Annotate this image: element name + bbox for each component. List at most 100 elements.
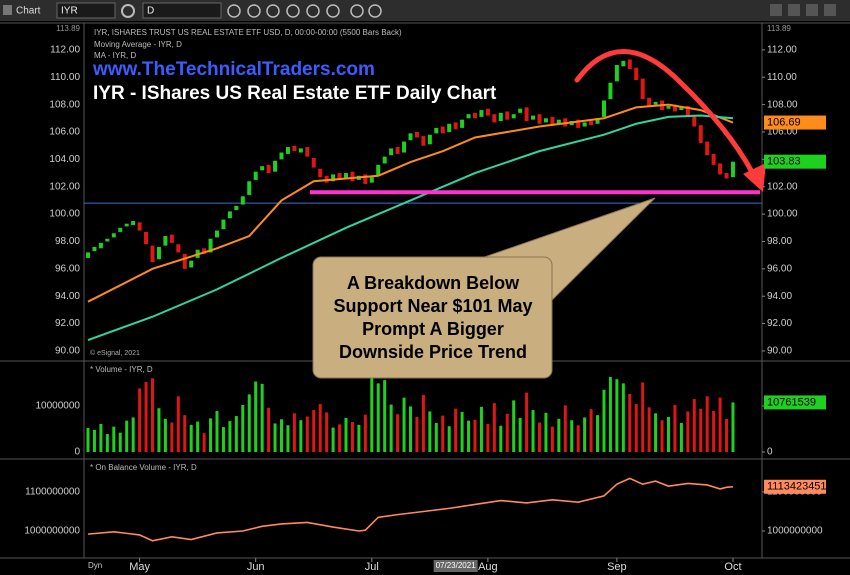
volume-bar	[357, 424, 361, 453]
candle	[718, 163, 723, 175]
tool-button[interactable]	[286, 4, 300, 18]
volume-bar	[350, 422, 354, 453]
candle	[730, 161, 735, 178]
y-tick-label-right: 0	[767, 447, 773, 458]
candle	[460, 119, 465, 128]
candle	[556, 119, 561, 124]
candle	[369, 177, 374, 183]
volume-bar	[221, 427, 225, 453]
candle	[131, 220, 136, 226]
volume-bar	[86, 428, 90, 453]
x-tick-label: Sep	[607, 561, 627, 573]
settings-button[interactable]	[121, 4, 135, 18]
volume-bar	[544, 412, 548, 453]
candle	[711, 153, 716, 165]
volume-bar	[131, 417, 135, 453]
y-tick-label-right: 102.00	[767, 181, 798, 192]
candle	[318, 168, 323, 178]
y-tick-label-left: 104.00	[49, 154, 80, 165]
volume-bar	[673, 405, 677, 453]
price-last-label-box	[764, 154, 826, 169]
candle	[672, 104, 677, 112]
volume-bar	[163, 418, 167, 453]
volume-bar	[286, 425, 290, 453]
tool-button[interactable]	[227, 4, 241, 18]
y-tick-label-right: 96.00	[767, 263, 792, 274]
y-tick-label-left: 92.00	[55, 318, 80, 329]
y-tick-label-left: 98.00	[55, 236, 80, 247]
volume-bar	[460, 411, 464, 453]
volume-bar	[686, 411, 690, 453]
callout-text: Support Near $101 May	[333, 296, 532, 316]
window-button[interactable]	[770, 4, 782, 16]
y-tick-label-left: 112.00	[50, 45, 80, 56]
volume-bar	[370, 377, 374, 453]
y-tick-label-left: 110.00	[50, 72, 80, 83]
volume-bar	[138, 388, 142, 453]
volume-last-label: 10761539	[767, 396, 816, 408]
share-button[interactable]	[368, 4, 382, 18]
candle	[305, 147, 310, 157]
volume-bar	[518, 417, 522, 453]
candle	[376, 164, 381, 176]
x-tick-label: Oct	[724, 561, 741, 573]
website: www.TheTechnicalTraders.com	[92, 59, 375, 80]
volume-bar	[176, 396, 180, 453]
volume-bar	[279, 419, 283, 453]
tool-button[interactable]	[266, 4, 280, 18]
volume-bar	[583, 417, 587, 453]
volume-bar	[692, 399, 696, 453]
candle	[472, 112, 477, 119]
candle	[363, 174, 368, 184]
y-tick-label-right: 106.00	[767, 127, 798, 138]
candle	[492, 114, 497, 123]
toolbar-title: Chart	[16, 6, 41, 17]
candle	[531, 115, 536, 120]
volume-bar	[415, 416, 419, 453]
volume-bar	[99, 423, 103, 453]
volume-bar	[125, 420, 129, 453]
candle	[582, 122, 587, 127]
tool-button[interactable]	[306, 4, 320, 18]
candle	[240, 196, 245, 205]
volume-bar	[170, 422, 174, 453]
candle	[176, 244, 181, 253]
moving-average-line	[87, 103, 734, 303]
window-button[interactable]	[806, 4, 818, 16]
volume-bar	[486, 423, 490, 453]
volume-bar	[267, 407, 271, 453]
y-tick-label-left: 108.00	[49, 99, 80, 110]
candle	[537, 114, 542, 124]
tool-button[interactable]	[247, 4, 261, 18]
volume-bar	[479, 406, 483, 453]
candle	[208, 238, 213, 253]
y-tick-label-right: 94.00	[767, 291, 792, 302]
volume-bar	[305, 416, 309, 453]
volume-bar	[492, 403, 496, 453]
candle	[608, 82, 613, 100]
volume-bar	[150, 378, 154, 453]
candle	[440, 126, 445, 134]
volume-bar	[467, 420, 471, 453]
volume-bar	[421, 394, 425, 453]
tool-button[interactable]	[326, 4, 340, 18]
volume-bar	[389, 404, 393, 453]
symbol-input[interactable]	[56, 2, 116, 19]
candle	[279, 152, 284, 160]
interval-input[interactable]	[142, 2, 222, 19]
candle	[92, 246, 97, 252]
volume-bar	[628, 393, 632, 453]
obv-title: * On Balance Volume - IYR, D	[90, 463, 197, 472]
candle	[343, 173, 348, 179]
volume-bar	[531, 410, 535, 453]
candle	[337, 173, 342, 179]
obv-line	[87, 477, 734, 542]
volume-bar	[576, 425, 580, 453]
window-button[interactable]	[788, 4, 800, 16]
candle	[382, 156, 387, 164]
volume-bar	[234, 416, 238, 453]
symbol-text: IYR	[61, 6, 78, 17]
window-button[interactable]	[824, 4, 836, 16]
share-button[interactable]	[350, 4, 364, 18]
